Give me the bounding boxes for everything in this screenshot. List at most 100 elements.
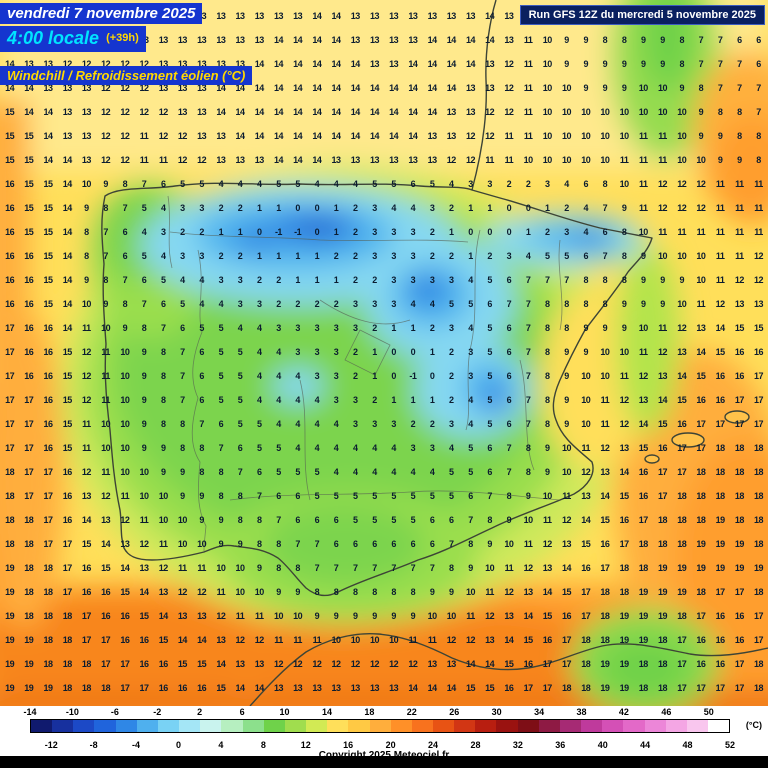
grid-value: 13 bbox=[369, 35, 380, 45]
grid-value: 1 bbox=[391, 323, 396, 333]
grid-value: 11 bbox=[581, 443, 590, 453]
grid-value: 15 bbox=[43, 251, 54, 261]
grid-value: 9 bbox=[621, 59, 627, 69]
grid-value: 12 bbox=[197, 155, 207, 165]
grid-value: 4 bbox=[276, 419, 281, 429]
grid-value: 2 bbox=[218, 251, 224, 261]
grid-value: 17 bbox=[754, 371, 764, 381]
grid-value: 14 bbox=[446, 83, 457, 93]
grid-value: 5 bbox=[276, 443, 281, 453]
grid-value: 1 bbox=[468, 251, 473, 261]
grid-value: 13 bbox=[542, 563, 553, 573]
grid-value: 5 bbox=[545, 251, 550, 261]
grid-value: 4 bbox=[449, 179, 454, 189]
grid-value: 11 bbox=[639, 155, 648, 165]
grid-value: 14 bbox=[273, 155, 284, 165]
grid-value: 10 bbox=[350, 635, 361, 645]
grid-value: 13 bbox=[177, 611, 188, 621]
grid-row: 16 16 15 14 10 9 8 7 6 5 4 4 3 3 2 2 2 2 3 3 3 4 4 5 5 6 7 7 8 8 8 8 9 9 9… bbox=[0, 292, 768, 316]
time-label: 4:00 locale (+39h) bbox=[0, 26, 146, 52]
grid-value: 3 bbox=[372, 419, 377, 429]
grid-value: 11 bbox=[82, 323, 91, 333]
grid-value: 12 bbox=[331, 659, 342, 669]
grid-value: 7 bbox=[717, 35, 723, 45]
grid-value: 10 bbox=[139, 467, 150, 477]
grid-value: 11 bbox=[658, 227, 667, 237]
colorbar-label: 26 bbox=[449, 707, 460, 717]
colorbar-label: 14 bbox=[321, 707, 332, 717]
grid-value: 16 bbox=[24, 347, 34, 357]
grid-value: 8 bbox=[525, 467, 531, 477]
grid-value: 14 bbox=[446, 59, 457, 69]
grid-value: 12 bbox=[465, 155, 476, 165]
grid-value: 15 bbox=[5, 131, 15, 141]
grid-value: 11 bbox=[600, 395, 610, 405]
grid-value: 17 bbox=[754, 635, 764, 645]
grid-value: 5 bbox=[141, 251, 147, 261]
grid-value: 13 bbox=[504, 611, 514, 621]
grid-value: 9 bbox=[660, 35, 665, 45]
grid-value: 10 bbox=[600, 107, 610, 117]
grid-value: 13 bbox=[350, 35, 361, 45]
grid-value: 12 bbox=[158, 131, 169, 141]
grid-value: 10 bbox=[677, 155, 687, 165]
colorbar-label: 46 bbox=[661, 707, 672, 717]
grid-value: 2 bbox=[449, 347, 454, 357]
grid-value: 12 bbox=[273, 659, 284, 669]
grid-value: 17 bbox=[542, 683, 553, 693]
grid-value: 14 bbox=[331, 83, 342, 93]
grid-row: 18 17 17 16 13 12 11 10 10 9 9 8 8 7 6 6 5 5 5 5 5 5 5 5 6 7 8 9 10 1… bbox=[0, 484, 768, 508]
grid-value: 15 bbox=[754, 323, 764, 333]
grid-value: 1 bbox=[545, 203, 550, 213]
grid-value: 10 bbox=[369, 635, 380, 645]
grid-value: 12 bbox=[101, 155, 111, 165]
grid-value: 16 bbox=[43, 371, 54, 381]
grid-value: 14 bbox=[465, 659, 476, 669]
grid-value: 12 bbox=[504, 59, 514, 69]
grid-value: 3 bbox=[333, 371, 339, 381]
grid-value: 9 bbox=[545, 467, 550, 477]
colorbar-labels-top: -14 -10 -6 -2 2 6 10 14 18 22 26 30 34 38 42 46 50 bbox=[23, 707, 730, 718]
grid-value: 15 bbox=[43, 227, 54, 237]
grid-value: 2 bbox=[353, 203, 358, 213]
grid-value: 4 bbox=[256, 323, 262, 333]
grid-value: 4 bbox=[218, 179, 224, 189]
grid-value: 1 bbox=[449, 227, 454, 237]
grid-value: 17 bbox=[120, 659, 130, 669]
grid-value: 13 bbox=[197, 35, 207, 45]
grid-value: 17 bbox=[542, 659, 553, 669]
grid-value: 13 bbox=[658, 371, 668, 381]
grid-value: 16 bbox=[658, 443, 668, 453]
grid-value: 12 bbox=[369, 659, 380, 669]
grid-value: 3 bbox=[180, 251, 185, 261]
grid-value: 9 bbox=[218, 515, 224, 525]
grid-value: 11 bbox=[523, 107, 533, 117]
grid-value: 13 bbox=[197, 59, 207, 69]
grid-value: 7 bbox=[525, 419, 531, 429]
colorbar-cell bbox=[327, 720, 349, 732]
grid-value: 18 bbox=[754, 443, 764, 453]
grid-value: 7 bbox=[602, 251, 608, 261]
grid-value: 10 bbox=[619, 179, 630, 189]
grid-value: 17 bbox=[696, 683, 706, 693]
grid-value: 5 bbox=[237, 395, 243, 405]
grid-value: 14 bbox=[408, 131, 418, 141]
grid-value: 16 bbox=[101, 587, 111, 597]
grid-value: 12 bbox=[101, 107, 111, 117]
grid-value: 12 bbox=[81, 347, 92, 357]
grid-value: 3 bbox=[391, 299, 396, 309]
grid-value: 14 bbox=[43, 131, 54, 141]
grid-value: 10 bbox=[561, 467, 572, 477]
grid-row: 16 15 15 14 10 9 8 7 6 5 5 4 4 4 5 5 4 4 4 5 5 6 5 4 3 3 2 2 3 4 6 8 10 1… bbox=[0, 172, 768, 196]
grid-value: 9 bbox=[583, 35, 588, 45]
copyright-text: Copyright 2025 Meteociel.fr bbox=[0, 750, 768, 761]
grid-value: 16 bbox=[734, 371, 745, 381]
grid-value: 8 bbox=[602, 275, 608, 285]
grid-value: 12 bbox=[677, 179, 687, 189]
grid-value: 15 bbox=[504, 659, 514, 669]
grid-value: 9 bbox=[276, 587, 281, 597]
colorbar-cell bbox=[94, 720, 116, 732]
grid-value: 14 bbox=[485, 659, 495, 669]
grid-value: 5 bbox=[429, 491, 435, 501]
grid-value: 18 bbox=[81, 683, 92, 693]
